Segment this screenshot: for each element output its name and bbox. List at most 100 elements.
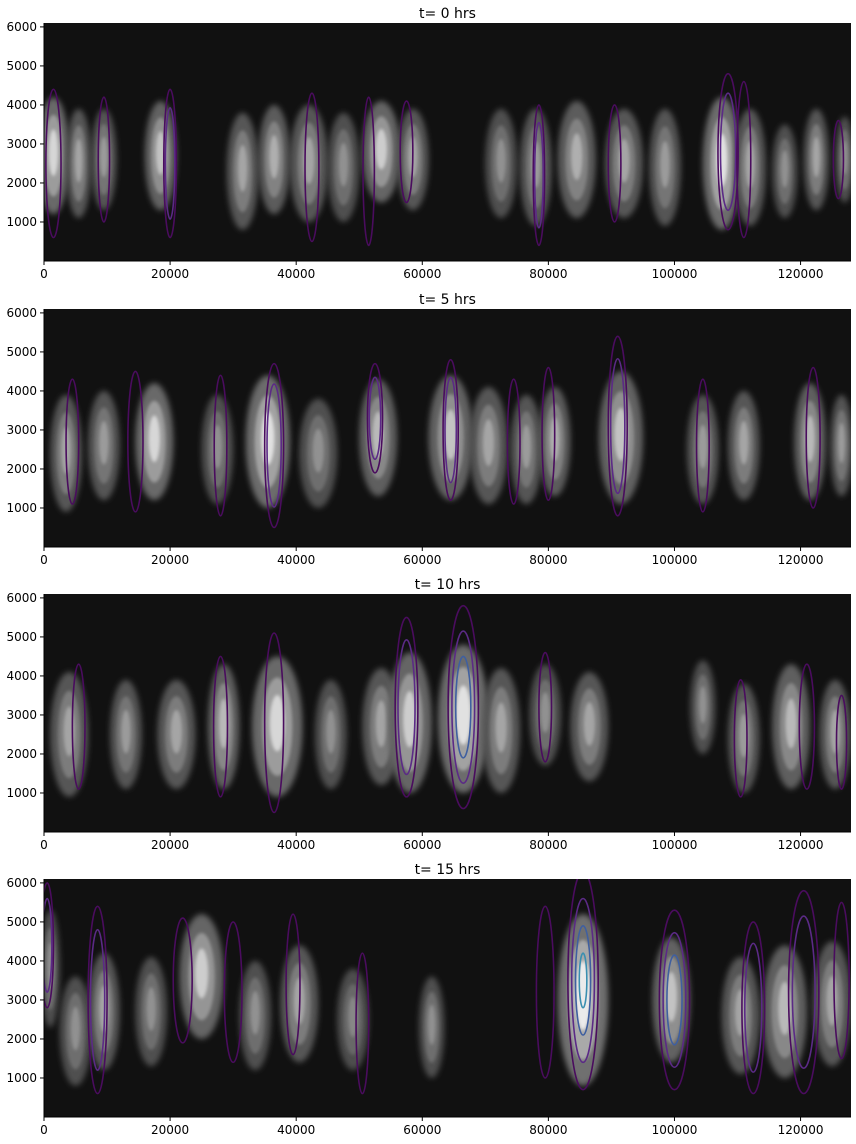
x-tick-label: 20000	[151, 1123, 189, 1137]
contour-line	[719, 92, 737, 212]
cloud-core	[269, 695, 285, 752]
cloud-core	[237, 144, 248, 192]
y-tick-label: 6000	[6, 306, 37, 320]
cloud-cluster	[721, 957, 760, 1075]
contour-line	[212, 655, 229, 798]
cloud-core	[785, 698, 797, 749]
x-tick-label: 60000	[403, 1123, 441, 1137]
contour	[607, 104, 622, 223]
contour	[213, 374, 228, 517]
contour	[532, 104, 546, 247]
cloud-cluster	[88, 390, 120, 501]
contour-line	[733, 679, 748, 798]
y-tick-label: 4000	[6, 669, 37, 683]
cloud-core	[326, 709, 336, 754]
contour-line	[609, 357, 626, 495]
y-tick-label: 4000	[6, 98, 37, 112]
cloud-cluster	[289, 104, 328, 222]
cloud-cluster	[687, 394, 719, 505]
cloud-core	[805, 415, 815, 463]
contour-line	[835, 694, 848, 790]
plot-background	[44, 879, 851, 1117]
contour-line	[607, 104, 622, 223]
contour-line	[263, 632, 285, 814]
panel-3: t= 15 hrs 0 20000 40000 60000 80000 100000 1200…	[6, 862, 851, 1137]
cloud-cluster	[482, 668, 521, 793]
cloud-core	[482, 419, 495, 467]
x-tick-label: 20000	[151, 838, 189, 852]
contour	[71, 663, 86, 790]
x-tick-label: 0	[40, 267, 48, 281]
x-tick-label: 60000	[403, 267, 441, 281]
y-tick-label: 1000	[6, 501, 37, 515]
contour-line	[87, 905, 108, 1095]
y-tick-label: 1000	[6, 215, 37, 229]
y-tick-label: 1000	[6, 786, 37, 800]
x-tick-label: 40000	[277, 267, 315, 281]
cloud-cluster	[485, 108, 517, 219]
contour	[285, 913, 301, 1056]
contour-line	[397, 639, 416, 776]
contour	[741, 921, 766, 1095]
contour-line	[447, 604, 480, 810]
contour-line	[162, 88, 178, 239]
y-tick-label: 3000	[6, 423, 37, 437]
cloud-core	[734, 989, 747, 1037]
cloud-core	[269, 134, 279, 179]
contour-line	[394, 616, 419, 798]
contour	[162, 88, 178, 239]
panel-0: t= 0 hrs 0 20000 40000 60000 80000 100000 12000…	[6, 6, 851, 281]
contour-line	[65, 378, 80, 505]
cloud-cluster	[135, 383, 174, 501]
contour-line	[127, 370, 144, 513]
cloud-core	[375, 128, 387, 170]
cloud-cluster	[258, 104, 290, 215]
contour-line	[368, 376, 382, 461]
contour	[607, 335, 628, 517]
y-tick-label: 4000	[6, 954, 37, 968]
x-tick-label: 80000	[529, 553, 567, 567]
contour	[442, 358, 460, 501]
x-tick-label: 80000	[529, 267, 567, 281]
contour	[355, 952, 370, 1095]
contour	[805, 366, 821, 509]
contour	[212, 655, 229, 798]
cloud-core	[521, 424, 532, 469]
cloud-core	[170, 709, 183, 754]
panel-1: t= 5 hrs 0 20000 40000 60000 80000 100000 12000…	[6, 292, 851, 567]
y-tick-label: 6000	[6, 591, 37, 605]
contour-line	[164, 107, 176, 220]
cloud-core	[571, 133, 583, 181]
contour-line	[662, 931, 687, 1069]
y-tick-label: 3000	[6, 993, 37, 1007]
contour	[263, 632, 285, 814]
contour	[736, 80, 752, 239]
contour-line	[833, 901, 850, 1060]
contour-line	[574, 925, 592, 1036]
contour-line	[223, 921, 243, 1064]
cloud-cluster	[66, 108, 92, 219]
contour-line	[506, 378, 521, 505]
y-tick-label: 6000	[6, 20, 37, 34]
contour	[263, 362, 285, 529]
cloud-cluster	[605, 108, 643, 219]
cloud-cluster	[835, 116, 851, 203]
contour-line	[71, 663, 86, 790]
panel-title: t= 0 hrs	[419, 6, 476, 22]
contour-line	[45, 88, 62, 239]
cloud-cluster	[830, 394, 851, 497]
contour-line	[805, 366, 821, 509]
contour	[567, 879, 599, 1091]
contour-line	[787, 889, 820, 1095]
cloud-cluster	[772, 124, 798, 219]
y-tick-label: 5000	[6, 345, 37, 359]
cloud-cluster	[359, 379, 398, 497]
x-tick-label: 100000	[652, 838, 698, 852]
contour-line	[798, 663, 816, 790]
x-tick-label: 120000	[778, 838, 824, 852]
cloud-cluster	[299, 398, 338, 508]
contour-line	[213, 374, 228, 517]
y-tick-label: 3000	[6, 708, 37, 722]
cloud-cluster	[428, 375, 473, 501]
